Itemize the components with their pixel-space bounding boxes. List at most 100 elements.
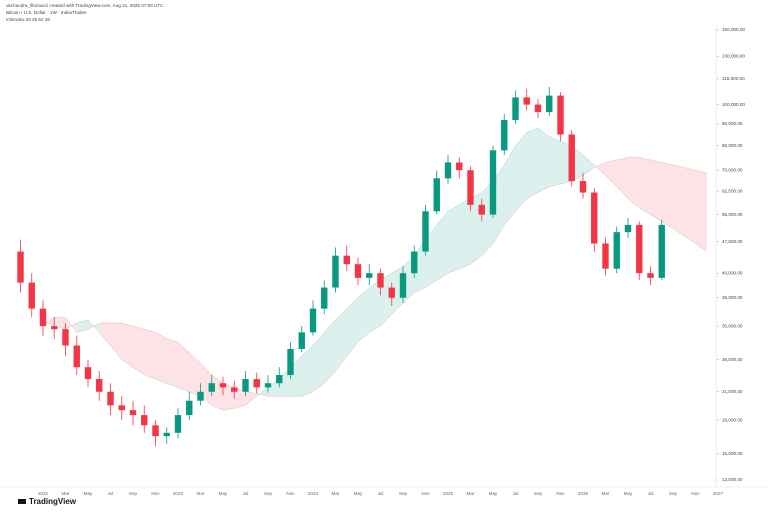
x-tick-label: May xyxy=(219,491,228,496)
x-tick-label: Nov xyxy=(286,491,295,496)
candle-body xyxy=(242,379,249,392)
x-tick-label: Jul xyxy=(648,491,654,496)
candle-body xyxy=(534,104,542,113)
x-tick-label: 2024 xyxy=(308,491,319,496)
candle-body xyxy=(647,273,654,278)
x-tick-label: 2027 xyxy=(713,491,724,496)
cloud-segment xyxy=(583,155,595,176)
candle-body xyxy=(152,425,159,437)
cloud-segment xyxy=(605,160,617,187)
x-tick-label: Jul xyxy=(513,491,519,496)
cloud-segment xyxy=(504,145,516,225)
cloud-segment xyxy=(335,308,347,372)
candle-body xyxy=(253,379,260,388)
x-tick-label: Mar xyxy=(197,491,205,496)
logo-mark xyxy=(18,499,26,504)
candle-body xyxy=(51,326,58,330)
x-tick-label: Jul xyxy=(243,491,249,496)
cloud-segment xyxy=(110,323,122,360)
cloud-segment xyxy=(369,280,381,333)
cloud-segment xyxy=(234,387,246,409)
x-tick-label: Sep xyxy=(669,491,678,496)
cloud-segment xyxy=(99,323,111,346)
candle-body xyxy=(186,400,193,416)
cloud-segment xyxy=(515,132,527,212)
y-tick-label: 47,500.00 xyxy=(722,239,743,244)
cloud-segment xyxy=(65,317,77,333)
cloud-segment xyxy=(650,160,662,222)
y-tick-label: 80,000.00 xyxy=(722,143,743,148)
x-tick-label: Nov xyxy=(556,491,565,496)
cloud-segment xyxy=(673,165,685,236)
cloud-span-a xyxy=(42,127,707,411)
candle-body xyxy=(489,150,497,215)
cloud-segment xyxy=(594,162,606,176)
cloud-segment xyxy=(684,167,696,244)
cloud-segment xyxy=(436,211,448,281)
y-tick-label: 15,000.00 xyxy=(722,451,743,456)
candle-body xyxy=(579,181,587,193)
y-tick-label: 62,500.00 xyxy=(722,188,743,193)
y-tick-label: 21,000.00 xyxy=(722,389,743,394)
x-tick-label: 2026 xyxy=(578,491,589,496)
cloud-segment xyxy=(538,128,550,193)
chart-subtitle: Bitcoin / U.S. Dollar · 1W · IndexTrades xyxy=(6,10,87,15)
cloud-segment xyxy=(189,352,201,397)
candle-body xyxy=(523,97,530,105)
y-tick-label: 55,000.00 xyxy=(722,212,743,217)
candle-body xyxy=(501,119,508,151)
candle-body xyxy=(17,251,24,283)
candle-body xyxy=(321,287,328,309)
x-tick-label: Nov xyxy=(691,491,700,496)
x-tick-label: Mar xyxy=(62,491,70,496)
candle-body xyxy=(163,432,170,437)
candle-body xyxy=(456,162,463,171)
cloud-segment xyxy=(549,136,561,187)
candle-body xyxy=(141,415,148,426)
cloud-segment xyxy=(76,320,88,333)
candle-body xyxy=(343,255,350,265)
candle-body xyxy=(444,162,452,179)
cloud-segment xyxy=(268,379,280,397)
candle-body xyxy=(276,375,283,384)
cloud-segment xyxy=(313,332,325,392)
candle-body xyxy=(388,287,395,298)
candle-body xyxy=(84,367,92,380)
x-tick-label: Sep xyxy=(399,491,408,496)
x-tick-label: Nov xyxy=(421,491,430,496)
brand-name: TradingView xyxy=(29,497,77,506)
brand-logo: TradingView xyxy=(18,497,77,506)
chart-title: ukchandra_fibonacci created with Trading… xyxy=(6,3,164,8)
candle-body xyxy=(568,134,575,182)
x-tick-label: 2023 xyxy=(173,491,184,496)
candle-body xyxy=(636,224,643,274)
cloud-segment xyxy=(155,332,167,384)
x-tick-label: May xyxy=(84,491,93,496)
cloud-segment xyxy=(144,329,156,380)
x-tick-label: Mar xyxy=(467,491,475,496)
candle-body xyxy=(467,170,474,205)
cloud-segment xyxy=(301,345,313,397)
y-tick-label: 35,000.00 xyxy=(722,295,743,300)
y-tick-label: 13,000.00 xyxy=(722,477,743,482)
candle-body xyxy=(366,273,373,278)
candle-body xyxy=(264,383,272,388)
cloud-segment xyxy=(178,342,190,392)
cloud-segment xyxy=(166,338,178,388)
cloud-segment xyxy=(448,204,460,274)
cloud-segment xyxy=(639,157,651,215)
candle-body xyxy=(658,224,665,278)
x-tick-label: Sep xyxy=(264,491,273,496)
candle-body xyxy=(107,391,114,406)
y-tick-label: 90,000.00 xyxy=(722,121,743,126)
x-tick-label: May xyxy=(489,491,498,496)
x-tick-label: Jul xyxy=(378,491,384,496)
y-tick-label: 25,000.00 xyxy=(722,357,743,362)
candle-body xyxy=(546,95,553,113)
x-tick-label: Nov xyxy=(151,491,160,496)
candle-body xyxy=(118,405,125,411)
y-tick-label: 70,000.00 xyxy=(722,167,743,172)
candle-body xyxy=(309,308,317,333)
candle-body xyxy=(73,345,80,368)
